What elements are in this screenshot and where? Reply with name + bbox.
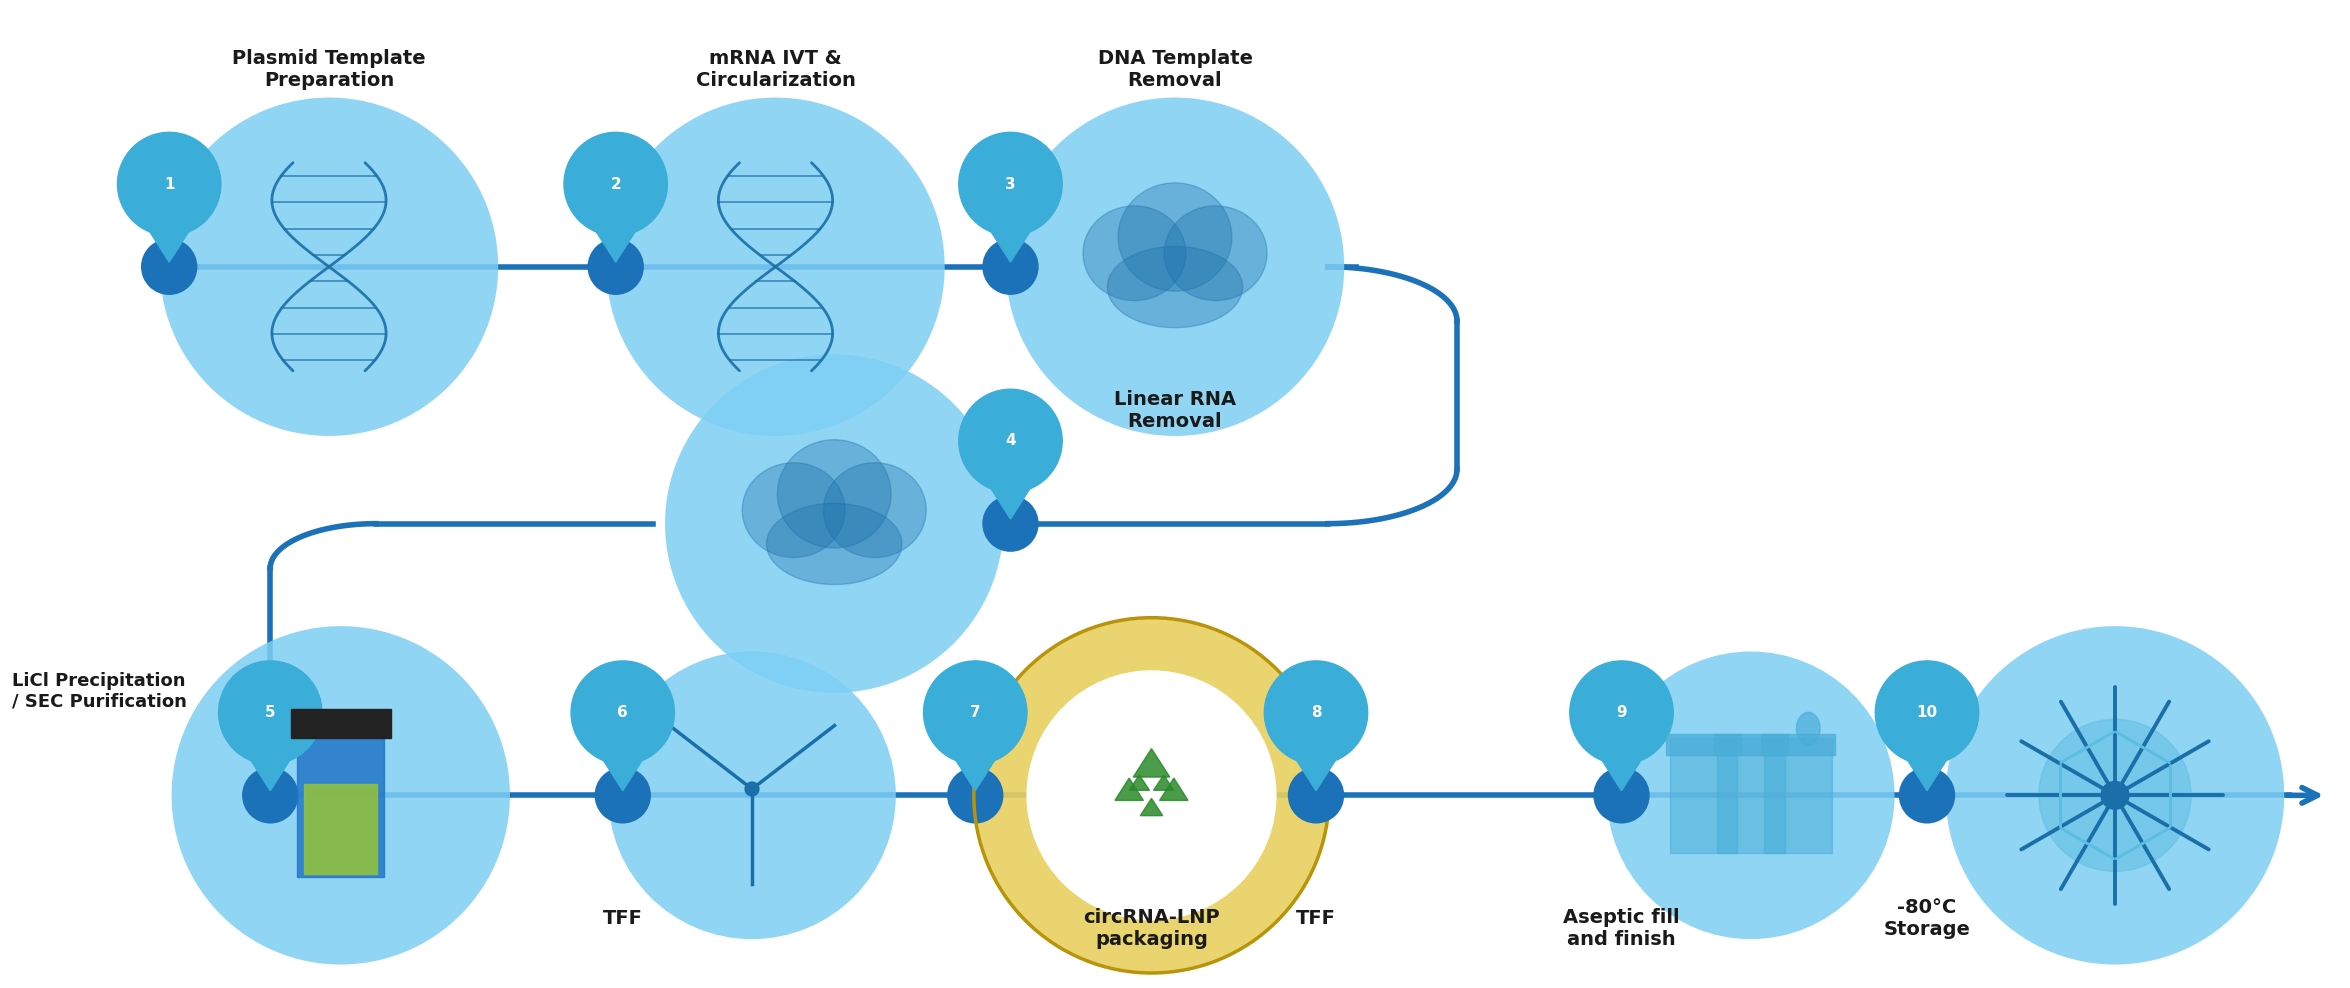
Polygon shape (1140, 798, 1163, 816)
Ellipse shape (595, 767, 651, 824)
Text: Linear RNA
Removal: Linear RNA Removal (1114, 389, 1236, 431)
Ellipse shape (606, 98, 945, 436)
Text: mRNA IVT &
Circularization: mRNA IVT & Circularization (696, 48, 855, 90)
Ellipse shape (609, 651, 895, 940)
Polygon shape (595, 746, 651, 790)
Polygon shape (1128, 775, 1149, 790)
Ellipse shape (778, 440, 891, 548)
Polygon shape (242, 746, 298, 790)
Polygon shape (1133, 749, 1170, 778)
Ellipse shape (982, 238, 1039, 295)
Bar (306, 784, 376, 873)
Ellipse shape (141, 238, 197, 295)
Text: 1: 1 (165, 177, 174, 192)
Ellipse shape (1027, 671, 1276, 920)
Bar (1666, 734, 1741, 755)
Ellipse shape (1107, 246, 1243, 328)
Text: TFF: TFF (1297, 909, 1335, 929)
Text: 2: 2 (611, 177, 620, 192)
Polygon shape (982, 474, 1039, 519)
Text: 6: 6 (618, 705, 627, 720)
Ellipse shape (219, 661, 322, 765)
Ellipse shape (1288, 767, 1344, 824)
Ellipse shape (959, 132, 1062, 236)
Polygon shape (588, 217, 644, 262)
Text: Aseptic fill
and finish: Aseptic fill and finish (1563, 908, 1680, 949)
Ellipse shape (743, 462, 846, 557)
Text: 10: 10 (1918, 705, 1936, 720)
Bar (291, 709, 390, 738)
Text: 5: 5 (266, 705, 275, 720)
Text: LiCl Precipitation
/ SEC Purification: LiCl Precipitation / SEC Purification (12, 672, 186, 711)
Ellipse shape (959, 389, 1062, 493)
Text: 7: 7 (971, 705, 980, 720)
Ellipse shape (571, 661, 674, 765)
Ellipse shape (1607, 651, 1894, 940)
Ellipse shape (1264, 661, 1368, 765)
Ellipse shape (1795, 712, 1821, 745)
Bar (1713, 734, 1788, 755)
Bar (1760, 734, 1835, 755)
Ellipse shape (766, 503, 902, 585)
Ellipse shape (1899, 767, 1955, 824)
Ellipse shape (973, 618, 1330, 973)
Ellipse shape (1083, 206, 1187, 300)
Ellipse shape (172, 626, 510, 964)
Polygon shape (141, 217, 197, 262)
Ellipse shape (982, 495, 1039, 552)
Ellipse shape (118, 132, 221, 236)
Ellipse shape (665, 355, 1003, 693)
Ellipse shape (822, 462, 926, 557)
Ellipse shape (1593, 767, 1650, 824)
Polygon shape (1114, 779, 1144, 800)
Ellipse shape (160, 98, 498, 436)
Text: 8: 8 (1311, 705, 1321, 720)
Ellipse shape (745, 782, 759, 796)
Text: TFF: TFF (604, 909, 642, 929)
Ellipse shape (1163, 206, 1267, 300)
Text: 3: 3 (1006, 177, 1015, 192)
Ellipse shape (1570, 661, 1673, 765)
Text: -80°C
Storage: -80°C Storage (1885, 898, 1969, 940)
Ellipse shape (564, 132, 667, 236)
Ellipse shape (1119, 183, 1231, 291)
Ellipse shape (2040, 719, 2190, 871)
Polygon shape (1159, 779, 1189, 800)
Bar (1765, 738, 1833, 853)
Text: 9: 9 (1617, 705, 1626, 720)
Text: Plasmid Template
Preparation: Plasmid Template Preparation (233, 48, 425, 90)
Text: circRNA-LNP
packaging: circRNA-LNP packaging (1083, 908, 1220, 949)
Text: 4: 4 (1006, 434, 1015, 449)
Ellipse shape (1946, 626, 2284, 964)
Polygon shape (947, 746, 1003, 790)
Polygon shape (1899, 746, 1955, 790)
Polygon shape (1288, 746, 1344, 790)
Bar (1668, 738, 1737, 853)
Text: DNA Template
Removal: DNA Template Removal (1097, 48, 1253, 90)
Ellipse shape (588, 238, 644, 295)
Ellipse shape (1875, 661, 1979, 765)
Ellipse shape (1006, 98, 1344, 436)
Bar (298, 714, 383, 876)
Polygon shape (982, 217, 1039, 262)
Ellipse shape (2101, 782, 2129, 809)
Polygon shape (1593, 746, 1650, 790)
Polygon shape (1154, 775, 1175, 790)
Bar (1718, 738, 1784, 853)
Ellipse shape (242, 767, 298, 824)
Ellipse shape (924, 661, 1027, 765)
Ellipse shape (947, 767, 1003, 824)
